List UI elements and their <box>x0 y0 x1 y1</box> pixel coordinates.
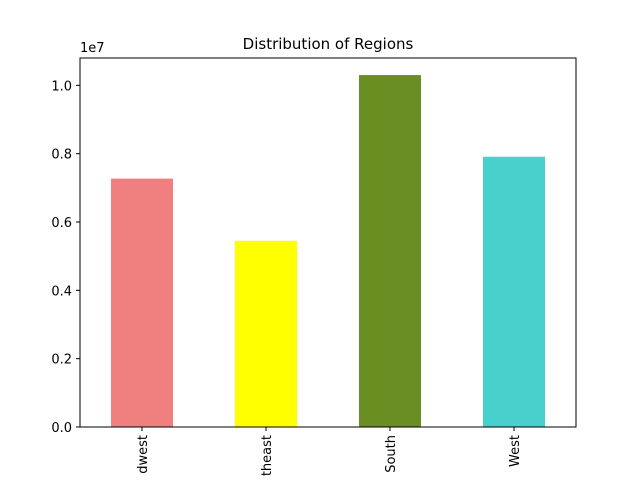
chart-title: Distribution of Regions <box>243 35 414 53</box>
y-tick-label: 0.0 <box>51 421 72 436</box>
y-tick-label: 0.4 <box>51 284 72 299</box>
x-tick-label: dwest <box>136 435 151 474</box>
y-axis-offset-label: 1e7 <box>80 41 105 56</box>
bar-west <box>483 156 545 427</box>
y-tick-label: 0.8 <box>51 148 72 163</box>
bar-south <box>359 75 421 427</box>
plot-frame <box>79 57 577 428</box>
y-axis: 0.0 0.2 0.4 0.6 0.8 1.0 <box>51 79 80 436</box>
y-tick-label: 0.2 <box>51 353 72 368</box>
y-tick-label: 1.0 <box>51 79 72 94</box>
x-axis: dwest theast South West <box>136 427 523 476</box>
bar-northeast <box>235 240 297 427</box>
y-tick-label: 0.6 <box>51 216 72 231</box>
x-tick-label: West <box>508 435 523 467</box>
x-tick-label: South <box>384 435 399 473</box>
x-tick-label: theast <box>260 435 275 476</box>
bars-group <box>111 75 545 427</box>
bar-midwest <box>111 178 173 427</box>
